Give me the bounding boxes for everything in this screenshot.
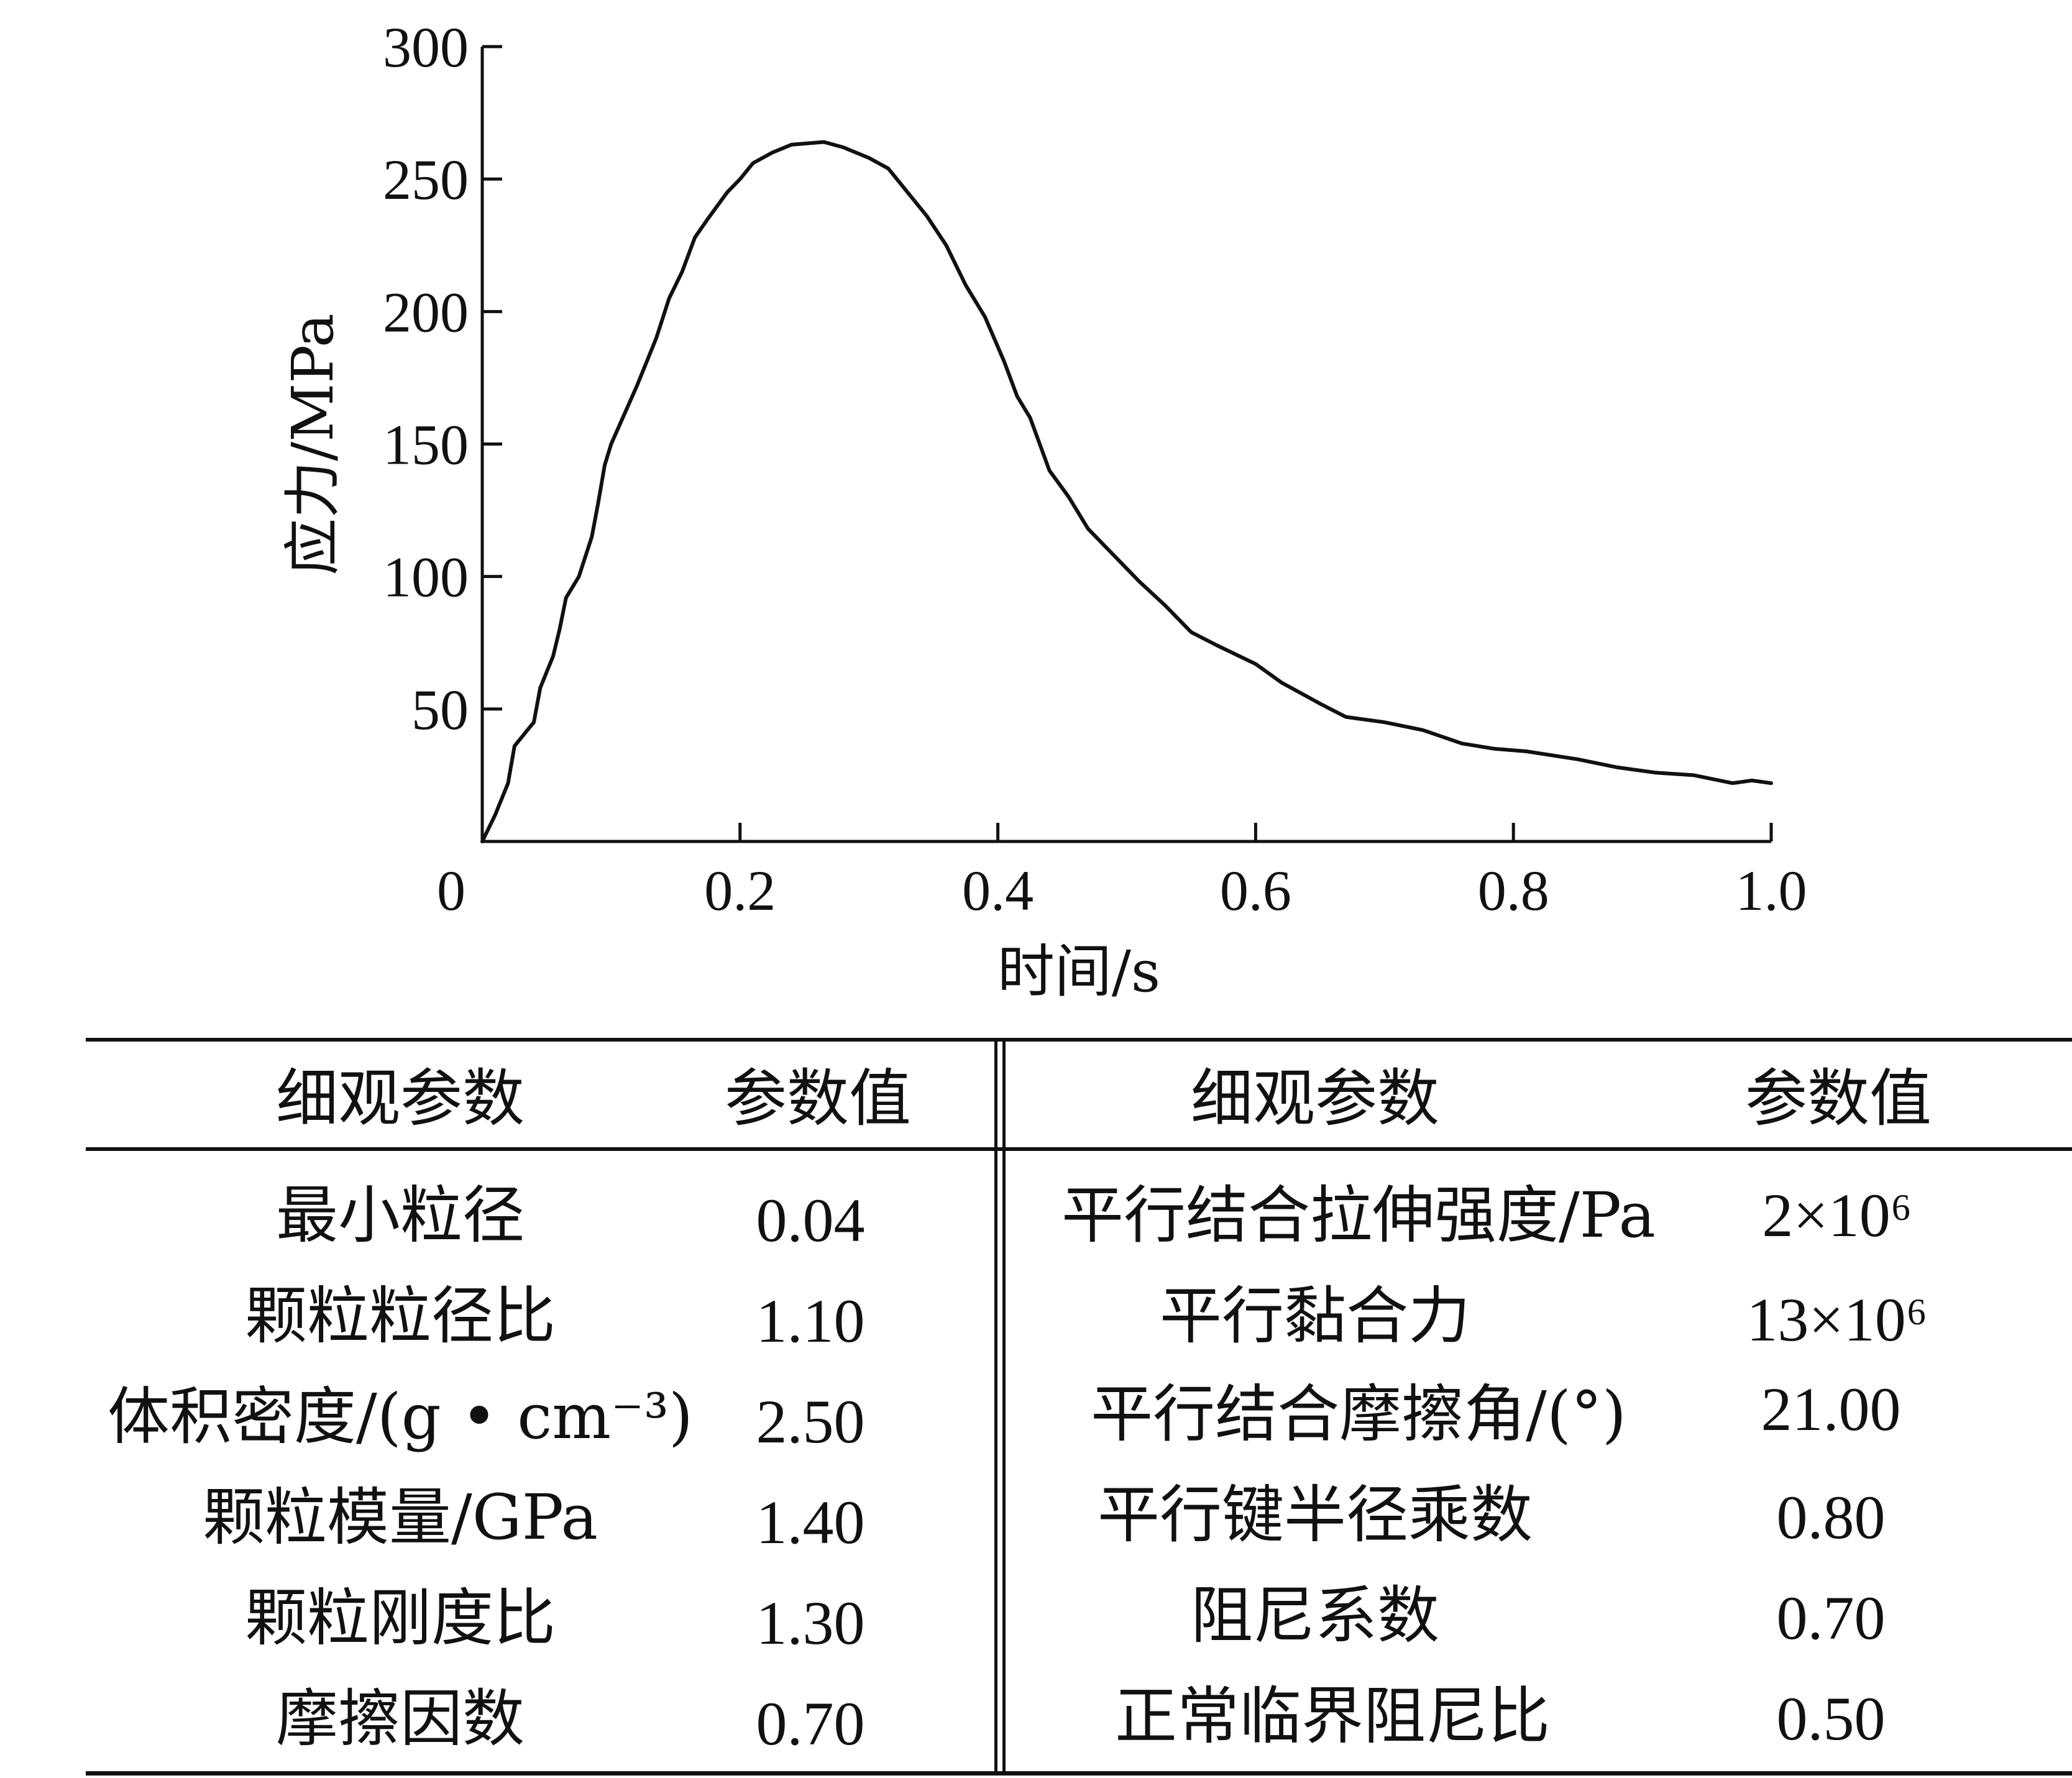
x-tick-label: 0 — [437, 859, 465, 922]
right-row-param: 平行结合摩擦角/(°) — [1091, 1378, 1626, 1450]
x-tick-label: 0.8 — [1478, 859, 1549, 922]
right-row-value: 0.70 — [1776, 1583, 1886, 1652]
x-tick-label: 0.2 — [704, 859, 776, 922]
y-tick-label: 100 — [383, 546, 469, 609]
left-row-param: 摩擦因数 — [276, 1682, 525, 1755]
right-row-param: 平行结合拉伸强度/Pa — [1061, 1179, 1656, 1252]
y-axis-title: 应力/MPa — [280, 313, 346, 575]
table-column-separator — [994, 1038, 1006, 1776]
header-right-value: 参数值 — [1745, 1062, 1932, 1135]
left-row-value: 1.30 — [756, 1588, 865, 1657]
right-row-param: 阻尼系数 — [1191, 1579, 1439, 1652]
right-row-param: 平行键半径乘数 — [1098, 1478, 1533, 1551]
stress-curve-line — [480, 140, 1773, 843]
chart-axes — [480, 47, 1771, 843]
left-row-param: 颗粒粒径比 — [245, 1280, 556, 1352]
left-row-value: 1.40 — [756, 1488, 865, 1557]
left-row-value: 2.50 — [756, 1387, 865, 1456]
x-tick-label: 0.4 — [962, 859, 1034, 922]
y-tick-label: 200 — [383, 280, 469, 344]
header-left-param: 细观参数 — [276, 1062, 525, 1135]
x-tick-label: 1.0 — [1736, 859, 1807, 922]
left-row-value: 1.10 — [756, 1286, 865, 1355]
left-row-param: 最小粒径 — [276, 1179, 525, 1252]
right-row-param: 平行黏合力 — [1160, 1280, 1470, 1352]
y-tick-label: 250 — [383, 148, 469, 211]
left-row-value: 0.70 — [756, 1689, 865, 1758]
right-row-value: 13×10⁶ — [1746, 1285, 1928, 1354]
right-row-value: 2×10⁶ — [1762, 1181, 1912, 1250]
chart-ticks: 50 100 150 200 250 300 0 0.2 0.4 0.6 0.8 1.0 — [383, 16, 1807, 922]
chart-series-layer — [480, 140, 1773, 843]
right-row-value: 0.50 — [1776, 1684, 1886, 1753]
table-top-rule — [86, 1038, 2072, 1042]
right-row-value: 21.00 — [1761, 1375, 1901, 1444]
left-row-param: 颗粒模量/GPa — [203, 1481, 598, 1554]
right-row-value: 0.80 — [1776, 1483, 1886, 1552]
left-row-param: 体积密度/(g • cm⁻³) — [108, 1380, 693, 1453]
y-tick-label: 50 — [411, 678, 469, 741]
table-bottom-rule — [86, 1771, 2072, 1776]
x-axis-title: 时间/s — [997, 938, 1160, 1005]
table-header-rule — [86, 1147, 2072, 1151]
x-tick-label: 0.6 — [1220, 859, 1291, 922]
stress-time-chart: 50 100 150 200 250 300 0 0.2 0.4 0.6 0.8 1.0 时间/s 应… — [280, 16, 1807, 1005]
left-row-value: 0.04 — [756, 1186, 865, 1255]
y-tick-label: 150 — [383, 413, 469, 477]
left-row-param: 颗粒刚度比 — [245, 1582, 556, 1654]
header-right-param: 细观参数 — [1191, 1062, 1439, 1135]
right-row-param: 正常临界阻尼比 — [1115, 1680, 1550, 1753]
parameter-table: 细观参数 参数值 细观参数 参数值 最小粒径 0.04 颗粒粒径比 1.10 体… — [86, 1038, 2072, 1777]
header-left-value: 参数值 — [725, 1062, 911, 1135]
y-tick-label: 300 — [383, 16, 469, 79]
